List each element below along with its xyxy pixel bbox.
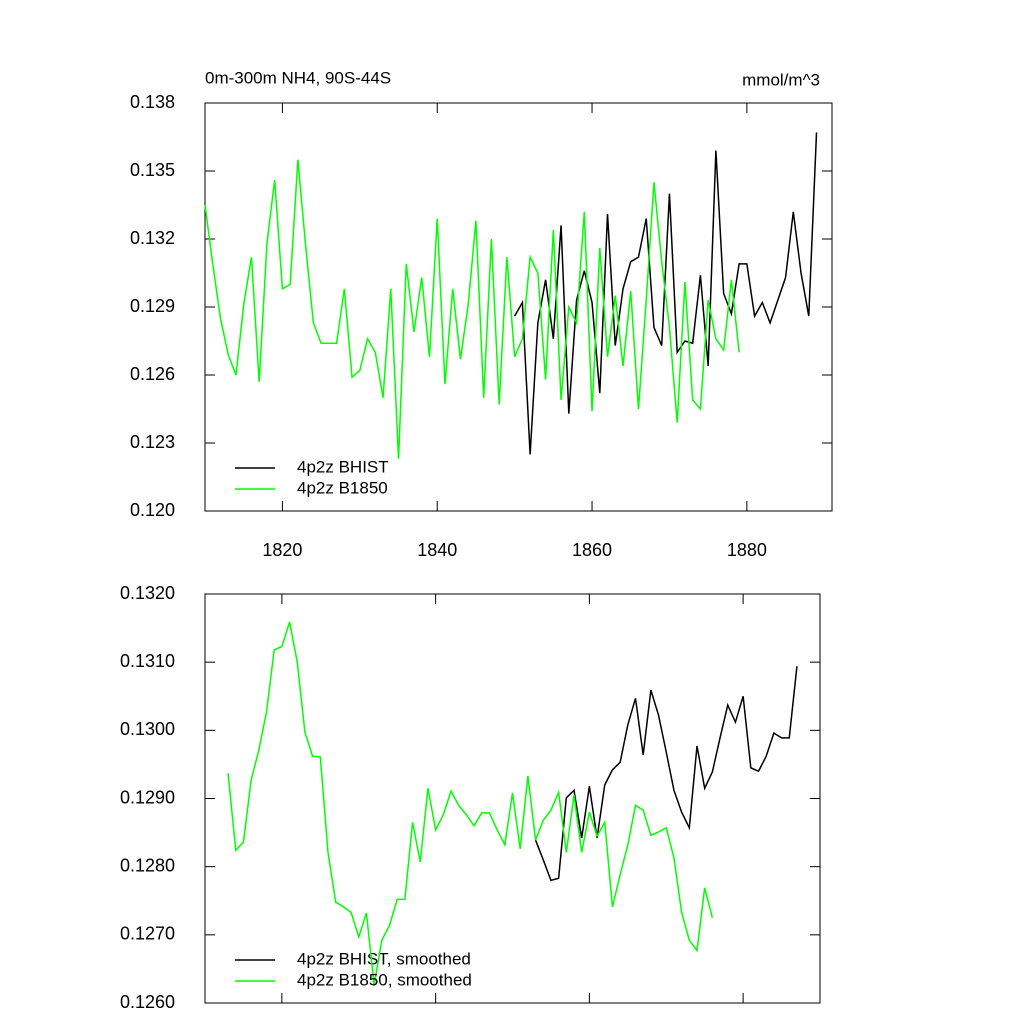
legend-label: 4p2z BHIST: [297, 457, 389, 476]
series-line: [204, 159, 740, 459]
y-tick-label: 0.1290: [120, 787, 175, 807]
y-tick-label: 0.132: [130, 228, 175, 248]
x-tick-label: 1880: [727, 540, 767, 560]
legend-label: 4p2z BHIST, smoothed: [297, 949, 471, 968]
x-tick-label: 1860: [572, 540, 612, 560]
y-tick-label: 0.129: [130, 296, 175, 316]
series-line: [513, 132, 818, 455]
y-tick-label: 0.1280: [120, 855, 175, 875]
legend-label: 4p2z B1850: [297, 478, 388, 497]
y-tick-label: 0.1300: [120, 719, 175, 739]
y-tick-label: 0.1320: [120, 583, 175, 603]
series-line: [227, 621, 714, 986]
x-tick-label: 1840: [417, 540, 457, 560]
y-tick-label: 0.120: [130, 500, 175, 520]
y-tick-label: 0.123: [130, 432, 175, 452]
units-label: mmol/m^3: [742, 70, 820, 89]
y-tick-label: 0.1260: [120, 992, 175, 1012]
y-tick-label: 0.135: [130, 160, 175, 180]
x-tick-label: 1820: [262, 540, 302, 560]
y-tick-label: 0.1310: [120, 651, 175, 671]
y-tick-label: 0.138: [130, 92, 175, 112]
plot-frame: [204, 102, 833, 512]
series-line: [534, 666, 798, 882]
y-tick-label: 0.1270: [120, 924, 175, 944]
y-tick-label: 0.126: [130, 364, 175, 384]
chart-title: 0m-300m NH4, 90S-44S: [205, 68, 391, 87]
legend-label: 4p2z B1850, smoothed: [297, 970, 472, 989]
